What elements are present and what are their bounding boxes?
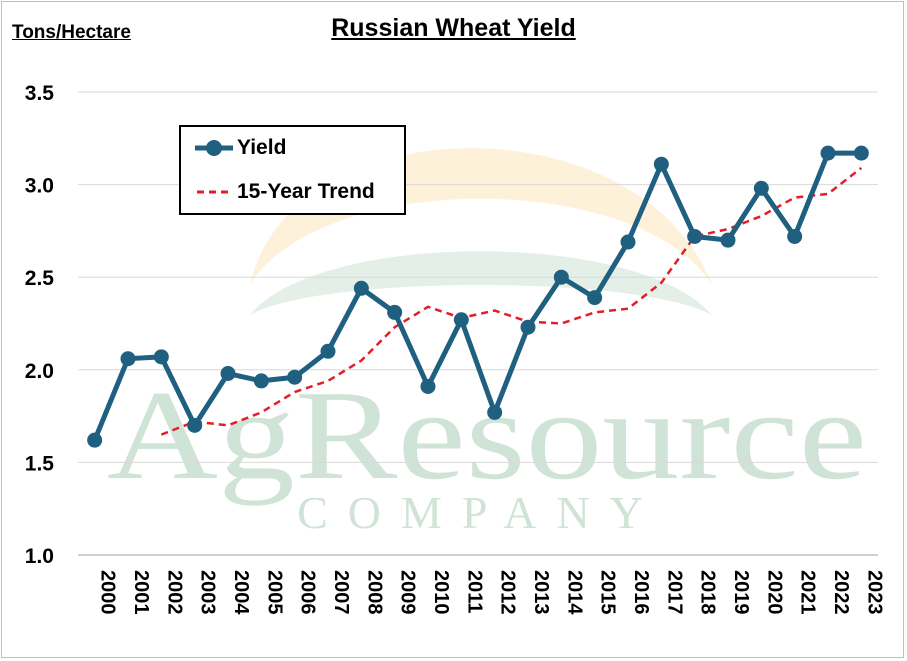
y-tick-label: 1.0 — [25, 545, 54, 568]
x-tick-label: 2020 — [763, 570, 785, 615]
chart-title: Russian Wheat Yield — [331, 14, 576, 42]
x-tick-label: 2013 — [530, 570, 552, 615]
x-tick-label: 2015 — [597, 570, 619, 615]
x-tick-label: 2005 — [263, 570, 285, 615]
x-tick-label: 2019 — [730, 570, 752, 615]
yield-point — [87, 432, 103, 448]
yield-point — [453, 312, 469, 328]
yield-point — [653, 156, 669, 172]
x-tick-label: 2012 — [497, 570, 519, 615]
y-tick-label: 2.0 — [25, 360, 54, 383]
x-tick-label: 2021 — [797, 570, 819, 615]
yield-line — [92, 150, 862, 442]
watermark-sub: COMPANY — [297, 487, 663, 538]
x-tick-label: 2009 — [397, 570, 419, 615]
yield-point — [587, 290, 603, 306]
yield-point — [753, 180, 769, 196]
yield-point — [853, 145, 869, 161]
y-axis: 1.0 1.5 2.0 2.5 3.0 3.5 — [25, 82, 55, 568]
yield-point — [487, 404, 503, 420]
y-tick-label: 1.5 — [25, 452, 55, 475]
x-tick-label: 2014 — [563, 570, 585, 615]
yield-point — [320, 343, 336, 359]
x-tick-label: 2023 — [863, 570, 885, 615]
x-tick-label: 2006 — [297, 570, 319, 615]
x-tick-label: 2022 — [830, 570, 852, 615]
x-tick-label: 2008 — [363, 570, 385, 615]
yield-point — [253, 373, 269, 389]
yield-point — [220, 366, 236, 382]
x-tick-label: 2002 — [163, 570, 185, 615]
y-tick-label: 2.5 — [25, 267, 55, 290]
y-tick-label: 3.5 — [25, 82, 55, 105]
trend-line — [160, 166, 863, 436]
plot-series — [87, 145, 869, 448]
yield-point — [620, 234, 636, 250]
yield-point — [353, 280, 369, 296]
yield-point — [187, 417, 203, 433]
legend-item-yield: Yield — [195, 133, 286, 163]
x-tick-label: 2011 — [463, 570, 485, 613]
x-tick-label: 2004 — [230, 570, 252, 615]
yield-point — [820, 145, 836, 161]
yield-point — [787, 228, 803, 244]
x-tick-label: 2010 — [430, 570, 452, 615]
y-axis-unit-label: Tons/Hectare — [12, 22, 131, 43]
x-tick-label: 2016 — [630, 570, 652, 615]
x-tick-label: 2007 — [330, 570, 352, 615]
x-tick-label: 2000 — [97, 570, 119, 615]
legend-label-trend: 15-Year Trend — [237, 180, 375, 203]
legend: Yield 15-Year Trend — [179, 125, 406, 215]
x-axis: 2000 2001 2002 2003 2004 2005 2006 2007 2008 2009… — [78, 554, 885, 615]
yield-point — [287, 369, 303, 385]
x-tick-label: 2018 — [697, 570, 719, 615]
yield-point — [420, 378, 436, 394]
legend-trend-dash-icon — [197, 190, 233, 194]
yield-point — [120, 351, 136, 367]
x-tick-label: 2001 — [130, 570, 152, 615]
legend-label-yield: Yield — [237, 136, 287, 159]
legend-yield-marker-icon — [195, 140, 233, 156]
yield-point — [387, 304, 403, 320]
x-tick-label: 2003 — [197, 570, 219, 615]
yield-point — [687, 228, 703, 244]
yield-point — [720, 232, 736, 248]
yield-point — [153, 349, 169, 365]
x-tick-label: 2017 — [663, 570, 685, 615]
yield-point — [553, 269, 569, 285]
y-tick-label: 3.0 — [25, 175, 54, 198]
legend-item-trend: 15-Year Trend — [195, 177, 375, 207]
yield-point — [520, 319, 536, 335]
